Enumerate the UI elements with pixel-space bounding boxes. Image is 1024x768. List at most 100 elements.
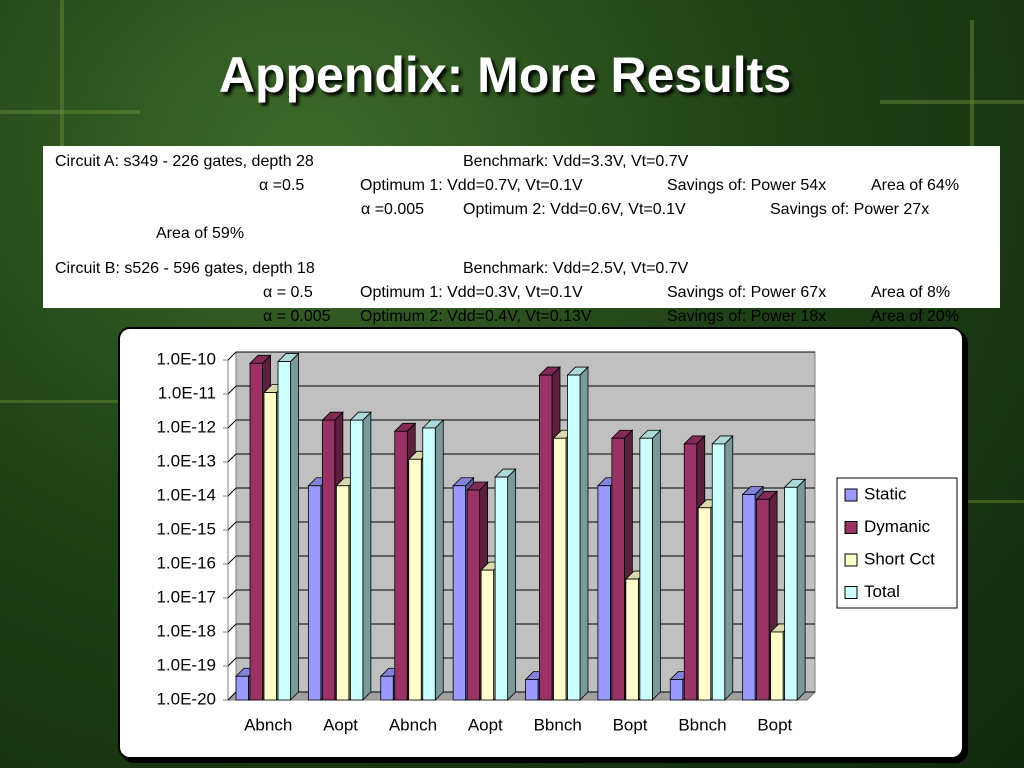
circuit-trace — [0, 400, 118, 403]
circuit-trace — [962, 500, 1024, 503]
y-tick-label: 1.0E-14 — [156, 485, 216, 504]
y-tick-label: 1.0E-17 — [156, 587, 216, 606]
bar — [756, 498, 770, 701]
bar — [480, 569, 495, 701]
x-tick-label: Aopt — [323, 715, 358, 734]
bar — [711, 443, 726, 701]
bar — [249, 362, 263, 701]
circuit-trace — [60, 0, 64, 150]
circuit-trace — [880, 100, 1024, 104]
note-text: Circuit B: s526 - 596 gates, depth 18 — [55, 260, 315, 277]
note-text: Optimum 1: Vdd=0.3V, Vt=0.1V — [360, 284, 583, 301]
slide-title: Appendix: More Results — [218, 47, 792, 103]
note-text: Area of 59% — [156, 225, 245, 242]
bar — [394, 430, 408, 701]
legend-swatch — [844, 488, 858, 502]
bar — [697, 507, 712, 701]
legend-swatch — [844, 553, 858, 567]
note-text: Savings of: Power 67x — [667, 284, 827, 301]
x-tick-label: Bbnch — [534, 715, 582, 734]
bar — [466, 489, 481, 701]
bar — [408, 458, 422, 701]
circuit-trace — [0, 110, 140, 114]
note-text: Savings of: Power 54x — [667, 177, 827, 194]
x-tick-label: Bbnch — [678, 715, 726, 734]
y-tick-label: 1.0E-16 — [156, 553, 216, 572]
legend-label: Dymanic — [864, 517, 931, 536]
bar — [452, 485, 467, 701]
note-text: α = 0.5 — [263, 284, 313, 301]
note-text: α =0.5 — [259, 177, 305, 194]
legend-label: Static — [864, 484, 907, 503]
bar-side — [290, 352, 299, 701]
x-tick-label: Abnch — [389, 715, 437, 734]
bar — [567, 374, 581, 701]
note-text: α =0.005 — [361, 201, 425, 218]
x-tick-label: Aopt — [468, 715, 503, 734]
note-text: Savings of: Power 18x — [667, 308, 827, 325]
legend-swatch — [844, 586, 858, 599]
bar — [539, 374, 553, 701]
legend-swatch — [844, 521, 858, 534]
note-text: Benchmark: Vdd=3.3V, Vt=0.7V — [463, 153, 689, 170]
bar — [307, 485, 322, 701]
x-tick-label: Bopt — [757, 715, 792, 734]
note-text: Area of 20% — [871, 308, 960, 325]
x-tick-label: Abnch — [244, 715, 292, 734]
bar — [349, 419, 364, 701]
bar-side — [579, 366, 589, 701]
bar — [321, 419, 336, 701]
y-tick-label: 1.0E-19 — [156, 655, 216, 674]
bar — [597, 485, 611, 701]
bar-side — [651, 429, 661, 701]
bar — [422, 427, 436, 701]
y-tick-label: 1.0E-12 — [156, 417, 216, 436]
y-tick-label: 1.0E-15 — [156, 519, 216, 538]
bar — [380, 675, 394, 701]
grid-line — [227, 385, 815, 395]
bar — [611, 437, 625, 701]
y-tick-label: 1.0E-18 — [156, 621, 216, 640]
y-tick-label: 1.0E-10 — [156, 349, 216, 368]
bar — [784, 486, 798, 701]
note-text: Area of 8% — [871, 284, 951, 301]
bar — [525, 679, 539, 701]
note-text: Area of 64% — [871, 177, 960, 194]
note-text: α = 0.005 — [263, 308, 331, 325]
bar-side — [796, 478, 806, 701]
grid-line — [227, 419, 815, 429]
bar — [625, 578, 639, 701]
circuit-trace — [970, 20, 974, 150]
bar — [770, 631, 784, 701]
y-tick-label: 1.0E-11 — [158, 383, 216, 402]
bar — [335, 485, 350, 701]
bar — [742, 494, 756, 701]
bar — [639, 437, 653, 701]
note-text: Optimum 2: Vdd=0.6V, Vt=0.1V — [463, 201, 686, 218]
notes-box — [43, 146, 1000, 308]
bar — [263, 392, 277, 701]
y-tick-label: 1.0E-13 — [156, 451, 216, 470]
bar-side — [507, 468, 517, 701]
bar — [683, 443, 698, 701]
bar — [669, 679, 684, 701]
note-text: Savings of: Power 27x — [770, 201, 930, 218]
bar — [235, 675, 249, 701]
legend-label: Total — [864, 582, 900, 601]
bar-side — [362, 411, 372, 701]
bar-side — [434, 419, 444, 701]
note-text: Circuit A: s349 - 226 gates, depth 28 — [55, 153, 314, 170]
grid-line — [227, 351, 815, 361]
note-text: Optimum 2: Vdd=0.4V, Vt=0.13V — [360, 308, 592, 325]
y-tick-label: 1.0E-20 — [156, 689, 216, 708]
note-text: Optimum 1: Vdd=0.7V, Vt=0.1V — [360, 177, 583, 194]
bar — [277, 361, 291, 701]
note-text: Benchmark: Vdd=2.5V, Vt=0.7V — [463, 260, 689, 277]
x-tick-label: Bopt — [613, 715, 648, 734]
bar — [553, 437, 567, 701]
legend-label: Short Cct — [864, 549, 935, 568]
bar-side — [724, 434, 734, 701]
bar — [494, 476, 509, 701]
